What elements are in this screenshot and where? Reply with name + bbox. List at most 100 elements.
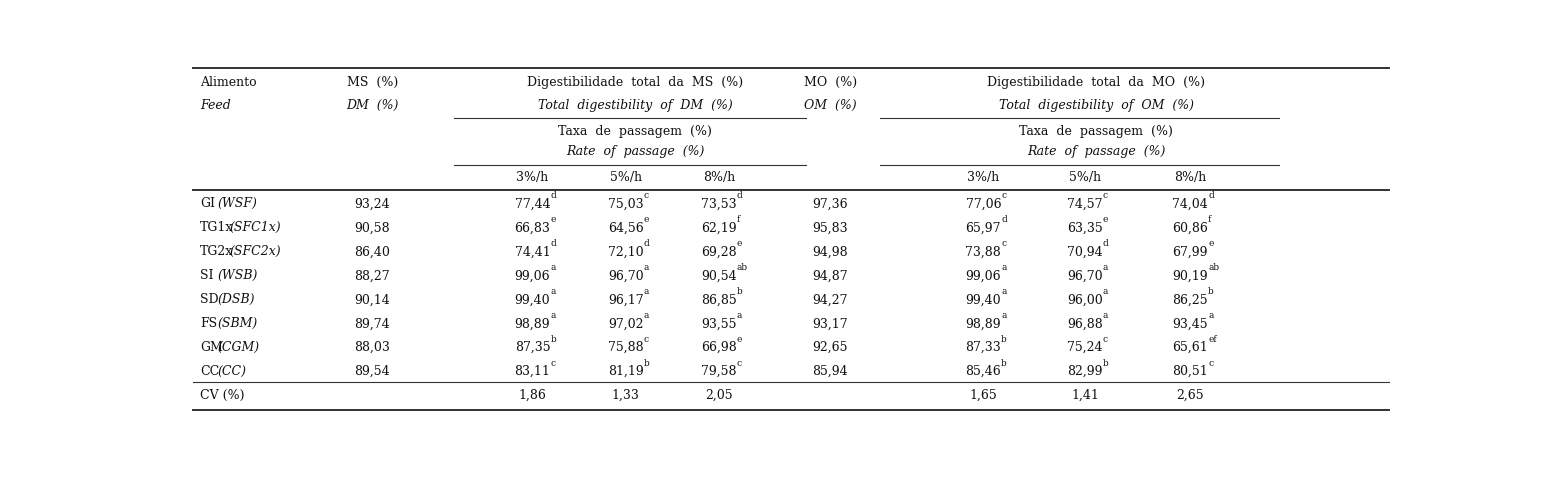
- Text: a: a: [1103, 287, 1108, 296]
- Text: SI: SI: [201, 269, 213, 282]
- Text: e: e: [738, 335, 742, 344]
- Text: c: c: [738, 359, 742, 368]
- Text: 86,25: 86,25: [1173, 293, 1208, 306]
- Text: 8%/h: 8%/h: [704, 171, 734, 184]
- Text: 74,04: 74,04: [1173, 197, 1208, 211]
- Text: f: f: [738, 215, 741, 224]
- Text: 87,33: 87,33: [966, 341, 1001, 354]
- Text: a: a: [643, 311, 650, 320]
- Text: 64,56: 64,56: [608, 222, 643, 235]
- Text: c: c: [1208, 359, 1213, 368]
- Text: 65,97: 65,97: [966, 222, 1001, 235]
- Text: a: a: [643, 263, 650, 272]
- Text: MO  (%): MO (%): [804, 76, 856, 89]
- Text: 66,98: 66,98: [701, 341, 738, 354]
- Text: 3%/h: 3%/h: [967, 171, 1000, 184]
- Text: d: d: [551, 191, 555, 200]
- Text: 96,00: 96,00: [1068, 293, 1103, 306]
- Text: 89,54: 89,54: [355, 365, 390, 378]
- Text: c: c: [1103, 335, 1108, 344]
- Text: a: a: [1001, 263, 1006, 272]
- Text: b: b: [1001, 335, 1008, 344]
- Text: c: c: [1001, 239, 1006, 248]
- Text: 93,24: 93,24: [355, 197, 390, 211]
- Text: a: a: [643, 287, 650, 296]
- Text: 99,40: 99,40: [966, 293, 1001, 306]
- Text: Feed: Feed: [201, 99, 231, 112]
- Text: 90,19: 90,19: [1173, 269, 1208, 282]
- Text: 1,65: 1,65: [969, 389, 997, 402]
- Text: 97,02: 97,02: [608, 317, 643, 330]
- Text: FS: FS: [201, 317, 218, 330]
- Text: 90,54: 90,54: [701, 269, 738, 282]
- Text: d: d: [738, 191, 742, 200]
- Text: 1,33: 1,33: [613, 389, 640, 402]
- Text: 97,36: 97,36: [813, 197, 849, 211]
- Text: GI: GI: [201, 197, 214, 211]
- Text: a: a: [1103, 311, 1108, 320]
- Text: a: a: [1001, 311, 1006, 320]
- Text: 77,06: 77,06: [966, 197, 1001, 211]
- Text: 74,41: 74,41: [515, 246, 551, 258]
- Text: 60,86: 60,86: [1173, 222, 1208, 235]
- Text: 93,55: 93,55: [701, 317, 738, 330]
- Text: 70,94: 70,94: [1068, 246, 1103, 258]
- Text: b: b: [1103, 359, 1109, 368]
- Text: b: b: [1001, 359, 1008, 368]
- Text: GM: GM: [201, 341, 222, 354]
- Text: c: c: [1001, 191, 1006, 200]
- Text: 75,88: 75,88: [608, 341, 643, 354]
- Text: (CGM): (CGM): [218, 341, 259, 354]
- Text: (CC): (CC): [218, 365, 247, 378]
- Text: c: c: [643, 335, 648, 344]
- Text: 90,14: 90,14: [355, 293, 390, 306]
- Text: b: b: [643, 359, 650, 368]
- Text: d: d: [1208, 191, 1214, 200]
- Text: 72,10: 72,10: [608, 246, 643, 258]
- Text: 66,83: 66,83: [514, 222, 551, 235]
- Text: TG2x: TG2x: [201, 246, 233, 258]
- Text: ab: ab: [738, 263, 748, 272]
- Text: 99,40: 99,40: [515, 293, 551, 306]
- Text: c: c: [643, 191, 648, 200]
- Text: 88,27: 88,27: [355, 269, 390, 282]
- Text: 73,88: 73,88: [966, 246, 1001, 258]
- Text: 5%/h: 5%/h: [609, 171, 642, 184]
- Text: b: b: [551, 335, 555, 344]
- Text: ab: ab: [1208, 263, 1219, 272]
- Text: 73,53: 73,53: [701, 197, 738, 211]
- Text: 90,58: 90,58: [355, 222, 390, 235]
- Text: 96,88: 96,88: [1068, 317, 1103, 330]
- Text: 99,06: 99,06: [515, 269, 551, 282]
- Text: 86,85: 86,85: [701, 293, 738, 306]
- Text: 98,89: 98,89: [515, 317, 551, 330]
- Text: 99,06: 99,06: [966, 269, 1001, 282]
- Text: Taxa  de  passagem  (%): Taxa de passagem (%): [559, 125, 713, 138]
- Text: a: a: [551, 311, 555, 320]
- Text: 63,35: 63,35: [1068, 222, 1103, 235]
- Text: 98,89: 98,89: [966, 317, 1001, 330]
- Text: e: e: [643, 215, 650, 224]
- Text: 77,44: 77,44: [515, 197, 551, 211]
- Text: Digestibilidade  total  da  MS  (%): Digestibilidade total da MS (%): [528, 76, 744, 89]
- Text: a: a: [551, 287, 555, 296]
- Text: a: a: [738, 311, 742, 320]
- Text: e: e: [551, 215, 555, 224]
- Text: MS  (%): MS (%): [347, 76, 398, 89]
- Text: 79,58: 79,58: [701, 365, 738, 378]
- Text: 2,05: 2,05: [705, 389, 733, 402]
- Text: OM  (%): OM (%): [804, 99, 856, 112]
- Text: 93,17: 93,17: [813, 317, 849, 330]
- Text: f: f: [1208, 215, 1211, 224]
- Text: d: d: [643, 239, 650, 248]
- Text: c: c: [1103, 191, 1108, 200]
- Text: DM  (%): DM (%): [346, 99, 398, 112]
- Text: 82,99: 82,99: [1068, 365, 1103, 378]
- Text: 3%/h: 3%/h: [517, 171, 549, 184]
- Text: d: d: [1001, 215, 1008, 224]
- Text: e: e: [1208, 239, 1213, 248]
- Text: Rate  of  passage  (%): Rate of passage (%): [566, 144, 705, 157]
- Text: e: e: [1103, 215, 1108, 224]
- Text: 74,57: 74,57: [1068, 197, 1103, 211]
- Text: 93,45: 93,45: [1173, 317, 1208, 330]
